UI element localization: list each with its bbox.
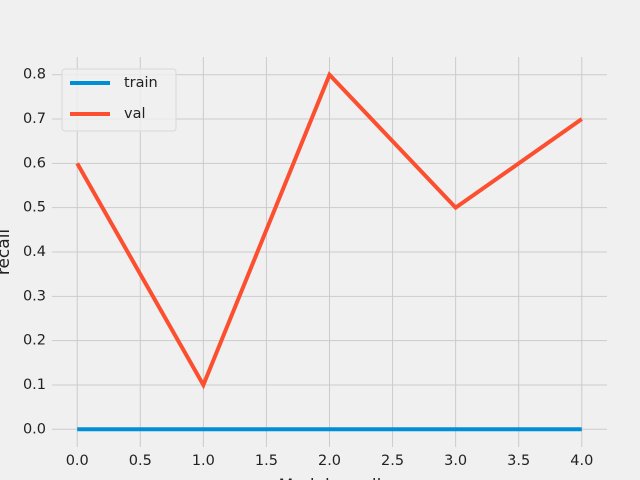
legend-box xyxy=(61,68,177,132)
y-tick-label: 0.5 xyxy=(23,200,46,216)
x-tick-label: 0.0 xyxy=(66,453,89,469)
x-tick-label: 3.5 xyxy=(507,453,530,469)
x-axis-label: Model recall xyxy=(279,476,382,480)
x-tick-label: 1.5 xyxy=(255,453,278,469)
y-tick-label: 0.0 xyxy=(23,421,46,437)
y-tick-label: 0.4 xyxy=(23,244,46,260)
x-tick-label: 2.5 xyxy=(381,453,404,469)
x-tick-label: 3.0 xyxy=(444,453,467,469)
y-axis-label: recall xyxy=(0,229,14,275)
x-tick-label: 2.0 xyxy=(318,453,341,469)
x-tick-label: 4.0 xyxy=(570,453,593,469)
x-tick-label: 1.0 xyxy=(192,453,215,469)
legend-label: train xyxy=(124,75,158,91)
y-tick-label: 0.1 xyxy=(23,377,46,393)
y-tick-label: 0.2 xyxy=(23,333,46,349)
y-tick-label: 0.8 xyxy=(23,67,46,83)
line xyxy=(75,71,583,390)
y-tick-label: 0.3 xyxy=(23,288,46,304)
y-tick-label: 0.6 xyxy=(23,155,46,171)
y-tick-label: 0.7 xyxy=(23,111,46,127)
legend-label: val xyxy=(124,106,146,122)
x-tick-label: 0.5 xyxy=(129,453,152,469)
